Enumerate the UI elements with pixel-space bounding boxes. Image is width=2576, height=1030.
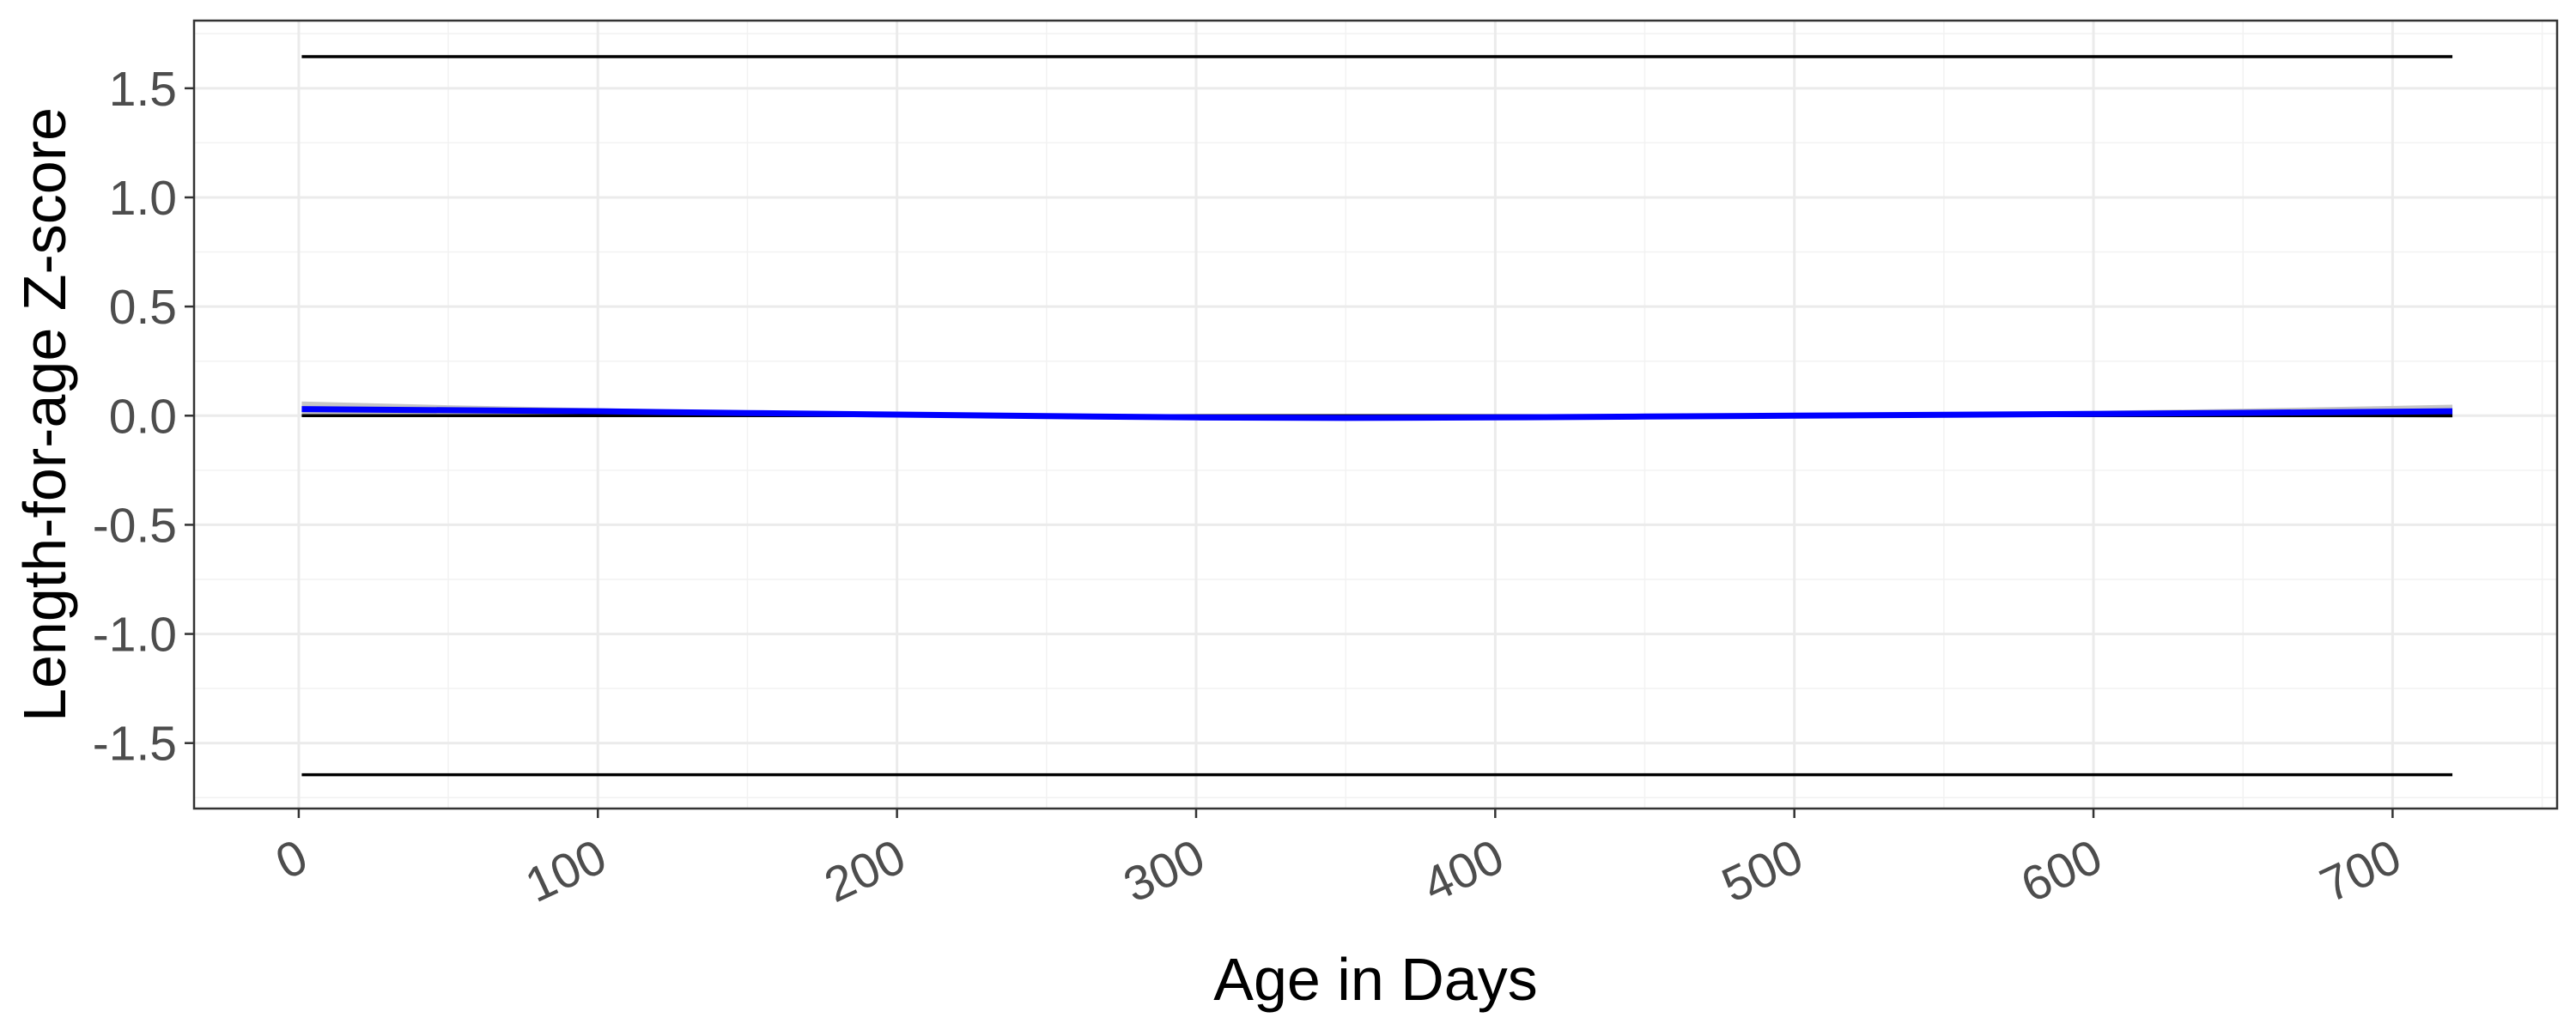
y-tick-label: -1.0: [93, 608, 177, 663]
y-axis-title: Length-for-age Z-score: [11, 107, 78, 722]
y-tick-label: -0.5: [93, 498, 177, 553]
y-tick-label: 1.5: [109, 62, 177, 117]
series-lines: [301, 406, 2453, 421]
plot-panel-border: [192, 19, 2559, 810]
fitted-line: [301, 406, 2453, 421]
y-tick-label: 0.0: [109, 389, 177, 444]
y-tick-label: 0.5: [109, 280, 177, 335]
y-tick-label: -1.5: [93, 717, 177, 772]
minor-gridlines: [194, 21, 2557, 809]
x-axis-title: Age in Days: [1213, 946, 1537, 1013]
y-tick-label: 1.0: [109, 171, 177, 226]
y-axis: 1.5 1.0 0.5 0.0 -0.5 -1.0 -1.5: [93, 62, 194, 772]
